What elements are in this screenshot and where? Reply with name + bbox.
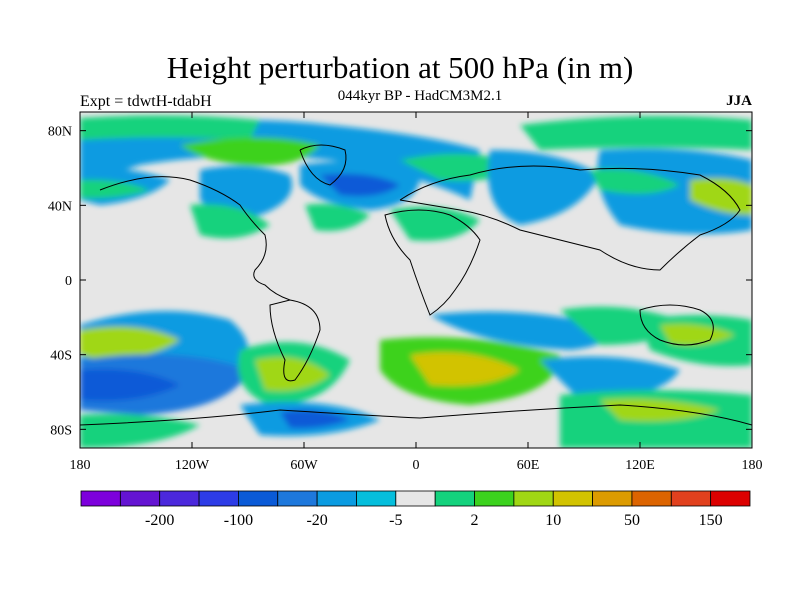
colorbar-swatch [513,490,554,507]
colorbar-label: -200 [145,512,174,529]
lon-tick-label: 0 [413,458,420,473]
lat-tick-label: 80N [48,125,72,140]
lat-tick-label: 0 [65,274,72,289]
colorbar-label: 2 [471,512,479,529]
colorbar-label: 10 [545,512,561,529]
colorbar-swatch [316,490,357,507]
colorbar-swatch [238,490,279,507]
colorbar-swatch [198,490,239,507]
colorbar-swatch [434,490,475,507]
north-pacific-positive [80,179,150,199]
colorbar-swatch [277,490,318,507]
north-asia-positive [520,116,752,150]
colorbar-swatch [670,490,712,507]
lon-tick-label: 120W [175,458,210,473]
lat-tick-label: 80S [50,423,72,438]
colorbar-swatch [159,490,200,507]
season-label: JJA [726,93,752,109]
colorbar-swatch [119,490,161,507]
north-africa-positive [390,206,480,241]
east-asia-negative-band [597,148,752,234]
coastlines [80,144,752,426]
australia-positive-core [660,323,735,346]
southern-negative-core [80,369,180,401]
pacific-positive [690,178,752,215]
colorbar-swatch [356,490,397,507]
lat-tick-label: 40N [48,199,72,214]
greenland-negative [200,166,292,216]
longitude-axis: 180 120W 60W 0 60E 120E 180 [70,112,763,473]
south-atlantic-positive-core [410,352,520,386]
colorbar-label: -100 [224,512,253,529]
colorbar-label: 150 [699,512,723,529]
colorbar-label: 50 [624,512,640,529]
colorbar-swatch [474,490,515,507]
lon-tick-label: 120E [625,458,655,473]
arctic-positive-patch [80,115,260,140]
chart-subtitle: 044kyr BP - HadCM3M2.1 [337,88,503,104]
experiment-label: Expt = tdwtH-tdabH [80,93,212,110]
arctic-positive-core [180,137,320,166]
lon-tick-label: 180 [70,458,91,473]
colorbar-swatch [631,490,672,507]
colorbar-label: -5 [389,512,402,529]
lon-tick-label: 60W [290,458,318,473]
colorbar-swatch [552,490,593,507]
lat-tick-label: 40S [50,349,72,364]
atlantic-negative-core [320,173,400,197]
colorbar-swatch [80,490,121,507]
antarctic-positive-core [600,398,720,422]
southern-indian-negative [540,356,680,400]
height-field [80,112,752,448]
colorbar-swatch [710,490,751,507]
antarctic-negative-core [280,409,350,429]
lon-tick-label: 60E [517,458,540,473]
indian-ocean-negative [430,311,606,350]
antarctic-positive-west [80,413,200,448]
south-america-positive-core [255,357,330,391]
latitude-axis: 80N 40N 0 40S 80S [48,125,752,438]
south-pacific-positive [80,326,180,360]
mid-atlantic-positive [305,203,370,231]
siberia-positive [590,169,680,194]
chart-title: Height perturbation at 500 hPa (in m) [166,50,634,85]
colorbar-swatch [592,490,633,507]
arctic-negative-band [80,120,480,200]
colorbar-swatch [395,490,436,507]
colorbar-label: -20 [306,512,327,529]
north-america-positive [190,204,270,239]
lon-tick-label: 180 [742,458,763,473]
colorbar: -200 -100 -20 -5 2 10 50 150 [80,490,751,529]
